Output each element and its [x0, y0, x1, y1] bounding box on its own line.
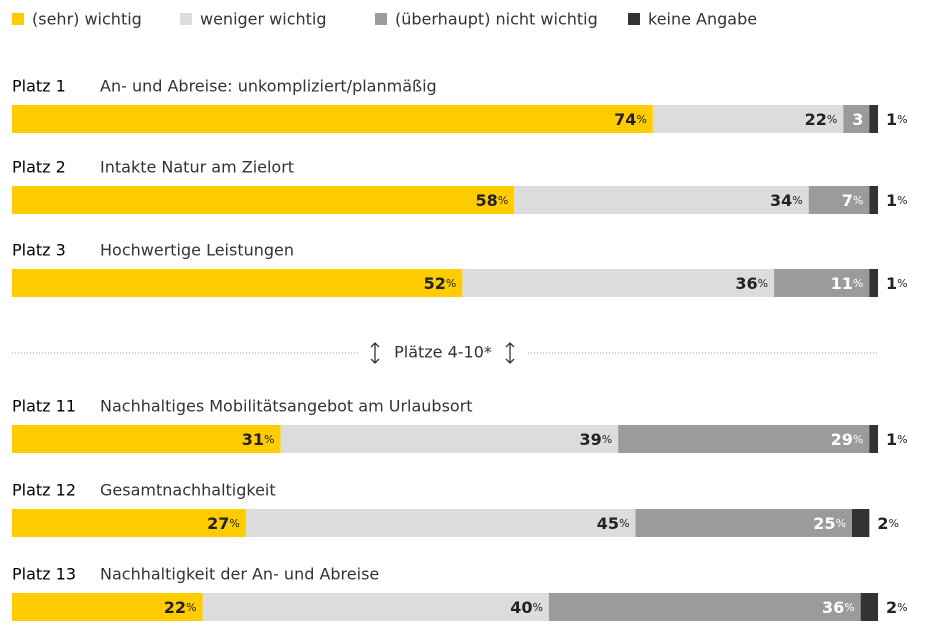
legend-label: (sehr) wichtig	[32, 10, 142, 29]
value-label: 58%	[476, 191, 509, 210]
value-label: 22%	[805, 110, 838, 129]
rank-label: Platz 1	[12, 77, 66, 96]
arrow-icon	[505, 342, 515, 364]
legend-label: weniger wichtig	[200, 10, 327, 29]
value-label: 25%	[813, 514, 846, 533]
value-label: 1%	[886, 430, 908, 449]
bar-segment	[869, 186, 878, 214]
value-label: 2%	[886, 598, 908, 617]
bar-segment	[618, 425, 870, 453]
bar-segment	[202, 593, 549, 621]
rank-label: Platz 2	[12, 158, 66, 177]
bar-segment	[843, 105, 870, 133]
value-label: 36%	[735, 274, 768, 293]
bar-segment	[245, 509, 636, 537]
bar-segment	[652, 105, 844, 133]
legend-label: (überhaupt) nicht wichtig	[395, 10, 598, 29]
value-label: 7%	[842, 191, 864, 210]
legend-swatch	[12, 13, 24, 25]
value-label: 27%	[207, 514, 240, 533]
separator: Plätze 4-10*	[12, 342, 878, 364]
bar-segment	[12, 593, 203, 621]
value-label: 74%	[614, 110, 647, 129]
value-label: 11%	[831, 274, 864, 293]
value-label: 34%	[770, 191, 803, 210]
bar-segment	[869, 105, 878, 133]
bar-segment	[635, 509, 853, 537]
bar-segment	[280, 425, 619, 453]
value-label: 1%	[886, 191, 908, 210]
bar-segment	[12, 509, 246, 537]
bar-segment	[774, 269, 870, 297]
bar-segment	[12, 105, 653, 133]
legend-swatch	[375, 13, 387, 25]
legend-swatch	[180, 13, 192, 25]
bar-segment	[852, 509, 870, 537]
value-label: 22%	[164, 598, 197, 617]
category-label: Intakte Natur am Zielort	[100, 158, 294, 177]
bar-segment	[869, 269, 878, 297]
value-label: 39%	[579, 430, 612, 449]
value-label: 31%	[242, 430, 275, 449]
value-label: 2%	[877, 514, 899, 533]
value-label: 52%	[424, 274, 457, 293]
value-label: 1%	[886, 110, 908, 129]
category-label: Gesamtnachhaltigkeit	[100, 481, 276, 500]
category-label: Hochwertige Leistungen	[100, 241, 294, 260]
rank-label: Platz 12	[12, 481, 76, 500]
bar-segment	[548, 593, 861, 621]
category-label: Nachhaltiges Mobilitätsangebot am Urlaub…	[100, 397, 473, 416]
bar-segment	[860, 593, 878, 621]
rank-label: Platz 3	[12, 241, 66, 260]
legend-swatch	[628, 13, 640, 25]
value-label: 45%	[597, 514, 630, 533]
bar-segment	[12, 425, 281, 453]
legend-label: keine Angabe	[648, 10, 757, 29]
bar-segment	[12, 186, 515, 214]
value-label: 36%	[822, 598, 855, 617]
rank-label: Platz 11	[12, 397, 76, 416]
value-label: 1%	[886, 274, 908, 293]
value-label: 29%	[831, 430, 864, 449]
value-label: 3	[852, 110, 863, 129]
annotation: Plätze 4-10*	[394, 343, 492, 362]
value-label: 40%	[510, 598, 543, 617]
bar-segment	[12, 269, 463, 297]
category-label: Nachhaltigkeit der An- und Abreise	[100, 565, 379, 584]
bar-segment	[808, 186, 870, 214]
category-label: An- und Abreise: unkompliziert/planmäßig	[100, 77, 437, 96]
bar-segment	[869, 425, 878, 453]
bar-segment	[514, 186, 809, 214]
arrow-icon	[370, 342, 380, 364]
rank-label: Platz 13	[12, 565, 76, 584]
bar-segment	[462, 269, 775, 297]
